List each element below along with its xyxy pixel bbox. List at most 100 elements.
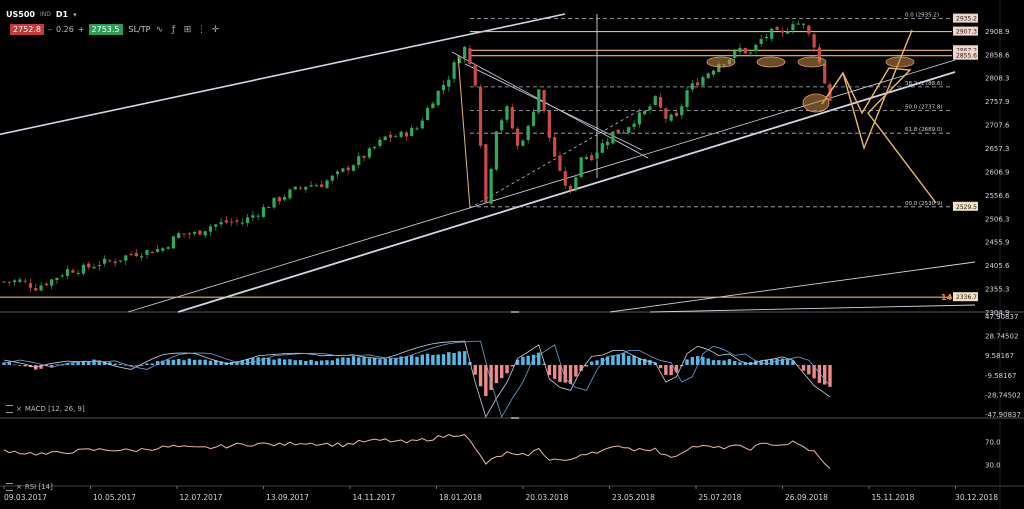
x-tick-label: 18.01.2018 <box>439 493 482 502</box>
quote-bar: 2752.8 – 0.26 + 2753.5 SL/TP ∿ ƒ ⊞ ⋮ ✛ <box>10 24 220 35</box>
macd-bar <box>770 358 774 365</box>
candle-body <box>510 107 514 129</box>
candle-body <box>182 233 186 235</box>
candle-body <box>230 221 234 223</box>
candle-body <box>129 253 133 255</box>
candle-body <box>616 129 620 134</box>
macd-bar <box>563 365 567 383</box>
candle-body <box>298 187 303 189</box>
candle-body <box>145 250 149 255</box>
candle-body <box>177 233 181 238</box>
candle-body <box>658 97 663 108</box>
candle-body <box>155 248 160 252</box>
candle-body <box>277 197 281 202</box>
macd-bar <box>49 365 54 367</box>
macd-bar <box>108 362 112 365</box>
candle-body <box>653 96 657 105</box>
macd-bar <box>319 360 324 365</box>
candle-body <box>468 48 472 64</box>
macd-bar <box>717 360 721 365</box>
indicator-icon[interactable]: ƒ <box>171 24 176 35</box>
rsi-label: RSI [14] <box>24 483 53 491</box>
x-tick-label: 25.07.2018 <box>699 493 742 502</box>
candle-body <box>674 112 679 117</box>
chart-type-icon[interactable]: ⊞ <box>183 24 192 35</box>
candle-body <box>245 217 250 224</box>
macd-bar <box>415 356 419 365</box>
candle-body <box>478 86 483 146</box>
macd-bar <box>229 361 234 365</box>
settings-icon[interactable]: ⋮ <box>196 24 206 35</box>
candle-body <box>733 50 737 59</box>
macd-bar <box>494 365 499 384</box>
candle-body <box>568 185 573 191</box>
macd-bar <box>55 364 59 365</box>
candle-body <box>632 123 636 127</box>
x-tick-label: 20.03.2018 <box>526 493 569 502</box>
macd-signal-line <box>3 340 831 418</box>
spread-value-text: 0.26 <box>56 25 74 34</box>
macd-bar <box>388 358 393 365</box>
macd-bar <box>568 365 573 384</box>
candle-body <box>293 186 297 190</box>
price-tag <box>953 50 978 60</box>
macd-bar <box>537 352 541 365</box>
highlight-oval <box>706 56 736 68</box>
trend-tool-icon[interactable]: ∿ <box>155 24 164 35</box>
macd-bar <box>87 361 91 365</box>
candle-body <box>60 275 64 277</box>
candle-body <box>357 156 361 165</box>
close-icon[interactable]: × <box>16 405 22 413</box>
macd-bar <box>330 360 334 365</box>
macd-label: MACD [12, 26, 9] <box>24 405 85 413</box>
macd-bar <box>378 359 382 365</box>
macd-bar <box>282 359 287 365</box>
macd-bar <box>642 358 647 365</box>
macd-bar <box>134 365 139 366</box>
candle-body <box>627 127 631 133</box>
buy-button[interactable]: 2753.5 <box>88 24 123 35</box>
pane-menu-icon[interactable] <box>6 405 13 413</box>
macd-line <box>3 340 831 418</box>
macd-bar <box>791 360 795 365</box>
chevron-down-icon[interactable]: ▾ <box>73 10 77 19</box>
macd-bar <box>812 365 816 379</box>
macd-bar <box>817 365 822 383</box>
macd-bar <box>139 365 144 366</box>
macd-bar <box>150 363 154 365</box>
macd-bar <box>309 359 313 365</box>
macd-bar <box>171 359 176 365</box>
candle-body <box>807 25 811 34</box>
macd-bar <box>304 361 308 365</box>
macd-bar <box>531 354 536 365</box>
rsi-pane-label: × RSI [14] <box>6 483 53 491</box>
candle-body <box>267 207 271 209</box>
sltp-button[interactable]: SL/TP <box>128 25 151 34</box>
macd-bar <box>807 365 811 375</box>
candle-body <box>224 220 228 223</box>
candle-body <box>531 111 536 126</box>
close-icon[interactable]: × <box>16 483 22 491</box>
sell-button[interactable]: 2752.8 <box>10 24 44 35</box>
candle-body <box>283 197 287 200</box>
macd-bar <box>394 357 398 365</box>
macd-bar <box>425 353 430 365</box>
fib-level-label: 61.8 (2689.0) <box>905 127 943 133</box>
macd-bar <box>245 358 250 365</box>
macd-bar <box>372 358 377 365</box>
symbol-label[interactable]: US500 <box>6 10 35 19</box>
pane-menu-icon[interactable] <box>6 483 13 491</box>
candle-body <box>373 146 377 149</box>
timeframe-selector[interactable]: D1 <box>55 10 69 19</box>
y-tick-label: 2405.6 <box>985 262 1010 270</box>
macd-bar <box>632 355 636 365</box>
candle-body <box>696 82 700 86</box>
crosshair-icon[interactable]: ✛ <box>211 24 220 35</box>
macd-bar <box>452 353 456 365</box>
candle-body <box>812 34 816 48</box>
macd-bar <box>500 365 504 379</box>
candle-body <box>553 137 557 157</box>
macd-bar <box>579 365 583 371</box>
macd-bar <box>177 359 181 365</box>
